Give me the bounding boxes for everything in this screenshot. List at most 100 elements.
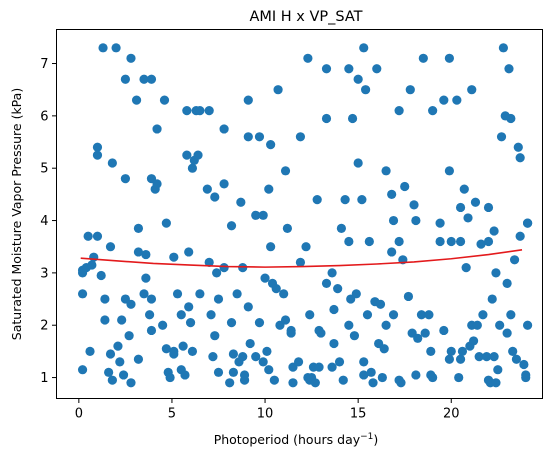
data-point [353,158,363,168]
data-point [359,43,369,53]
data-point [87,260,97,270]
data-point [435,236,445,247]
data-point [254,318,265,328]
data-point [511,354,522,364]
data-point [158,320,168,330]
data-point [459,184,469,194]
data-point [131,95,142,105]
x-axis-label: Photoperiod (hours day−1) [214,432,379,447]
data-point [314,362,324,372]
data-point [232,289,242,299]
data-point [180,370,190,380]
data-point [271,283,281,294]
data-point [409,200,419,210]
data-point [491,378,501,388]
data-point [329,338,339,349]
data-point [455,354,466,364]
data-point [506,113,516,124]
data-point [321,278,332,288]
data-point [523,218,533,228]
data-point [312,195,322,205]
data-point [463,213,473,223]
data-point [446,236,456,247]
data-point [169,349,179,359]
data-point [266,242,276,252]
data-point [424,310,434,320]
data-point [347,113,358,124]
data-point [228,349,238,359]
data-point [238,263,248,273]
data-point [126,53,136,63]
data-point [146,325,157,336]
data-point [353,74,363,84]
data-point [139,289,149,299]
data-point [368,378,378,388]
data-point [146,294,157,304]
data-point [388,215,399,226]
data-point [139,74,149,84]
data-point [219,124,229,134]
data-point [238,352,248,362]
data-point [213,367,224,377]
data-point [172,289,183,299]
data-point [305,310,315,320]
data-point [496,132,507,142]
data-point [115,357,125,367]
data-point [336,223,346,233]
data-point [251,352,261,362]
data-point [321,64,332,74]
data-point [204,106,214,116]
data-point [169,252,179,262]
data-point [146,74,157,84]
data-point [195,106,205,116]
data-point [245,338,255,349]
data-point [236,197,246,207]
data-point [469,336,479,346]
x-axis-label-close: ) [373,432,378,447]
data-point [362,310,373,320]
data-point [482,352,492,362]
data-point [195,289,205,299]
data-point [439,95,449,105]
data-point [210,331,220,341]
data-point [457,346,468,356]
data-point [279,289,289,299]
data-point [509,255,520,265]
data-point [176,310,186,320]
data-point [366,367,376,377]
data-point [264,365,274,375]
x-tick-label: 10 [257,407,274,422]
data-point [364,236,374,247]
data-point [476,239,486,249]
data-point [329,304,339,315]
data-point [100,315,110,325]
data-point [357,195,367,205]
data-point [184,247,194,257]
data-point [120,74,130,84]
data-point [405,85,415,95]
data-point [375,299,386,309]
data-point [428,106,438,116]
data-point [359,357,369,367]
data-point [454,372,464,383]
data-point [381,320,391,330]
data-point [444,166,454,176]
data-point [303,53,313,63]
data-point [295,132,306,142]
data-point [243,95,253,105]
data-point [178,341,188,351]
data-point [83,231,93,241]
data-point [502,328,512,338]
x-tick-label: 0 [75,407,83,422]
data-point [206,310,216,320]
y-tick-label: 1 [40,371,48,386]
data-point [420,328,430,338]
data-point [187,346,198,356]
data-point [344,236,354,247]
data-point [379,344,389,354]
data-point [159,95,170,105]
data-point [243,132,253,142]
data-point [334,357,345,367]
data-point [219,179,229,189]
data-point [472,320,482,330]
